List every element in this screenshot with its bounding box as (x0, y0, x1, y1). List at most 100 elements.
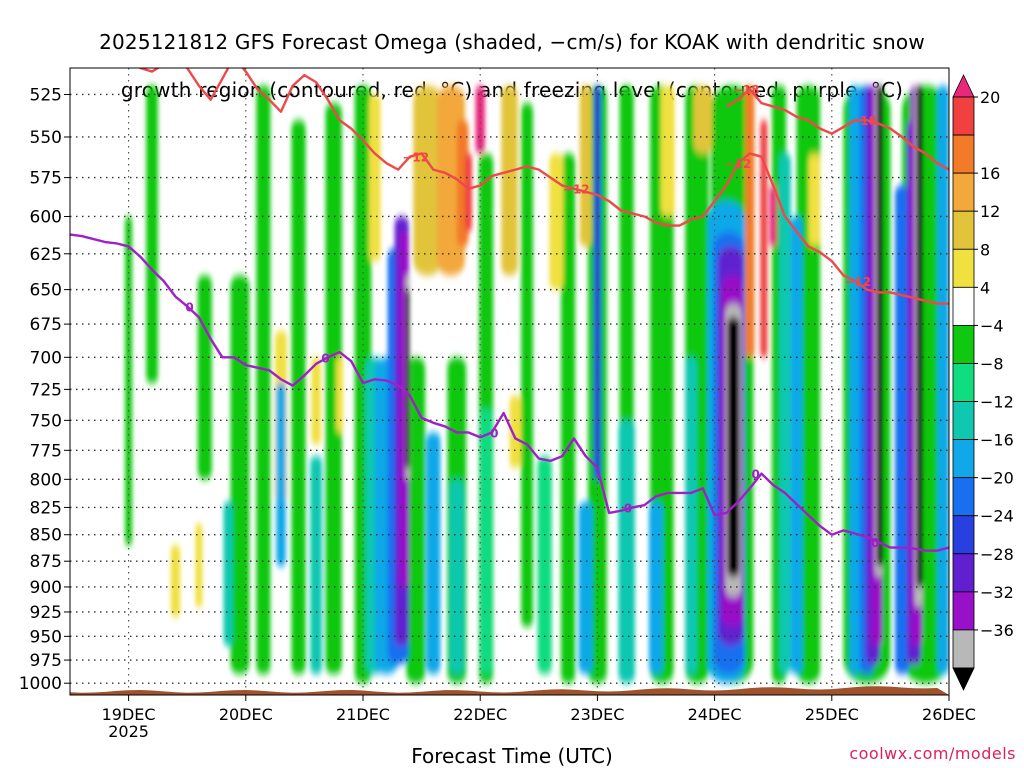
colorbar-box (952, 134, 975, 174)
y-tick-label: 925 (30, 603, 62, 623)
y-tick-label: 650 (30, 281, 62, 301)
colorbar-box (952, 553, 975, 593)
omega-field (125, 85, 949, 684)
omega-cell (876, 85, 883, 567)
colorbar-box (952, 401, 975, 440)
omega-cell (660, 85, 675, 217)
colorbar-label: −36 (980, 621, 1014, 640)
contour-label: 0 (624, 501, 632, 515)
x-tick-label: 26DEC (922, 705, 976, 724)
y-tick-label: 900 (30, 578, 62, 598)
omega-cell (521, 103, 533, 627)
y-tick-label: 625 (30, 245, 62, 265)
omega-cell (648, 501, 664, 675)
colorbar: 20 16 12 8 4 −4 −8 −12 −16 −20 −24 −28 −32 −36 (952, 74, 1014, 691)
omega-cell (256, 85, 271, 675)
omega-cell (760, 120, 768, 358)
contour-label: 0 (751, 468, 759, 482)
x-tick-label: 20DEC (219, 705, 273, 724)
omega-cell (426, 432, 441, 675)
x-tick-label: 19DEC (102, 705, 156, 724)
contour-label: −12 (725, 157, 752, 171)
omega-cell (195, 523, 203, 608)
colorbar-box (952, 477, 975, 517)
colorbar-label: 12 (980, 202, 1000, 221)
omega-cell (413, 85, 442, 276)
plot-frame (69, 67, 950, 696)
colorbar-box (952, 363, 975, 402)
contour-line (70, 233, 949, 552)
x-axis: 19DEC 20DEC 21DEC 22DEC 23DEC 24DEC 25DEC 26DEC… (102, 695, 976, 741)
y-tick-label: 550 (30, 128, 62, 148)
colorbar-top-arrow (952, 74, 975, 98)
omega-shading (125, 85, 949, 684)
colorbar-box (952, 439, 975, 479)
colorbar-bottom-arrow (952, 667, 975, 691)
contour-label: 0 (185, 300, 193, 314)
contour-label: −18 (850, 114, 877, 128)
omega-cell (480, 408, 492, 675)
omega-cell (291, 120, 306, 675)
omega-cell (808, 153, 821, 247)
omega-cell (464, 153, 472, 232)
omega-cell (561, 153, 576, 684)
omega-cell (223, 501, 233, 646)
y-tick-label: 750 (30, 411, 62, 431)
y-tick-label: 825 (30, 498, 62, 518)
omega-cell (916, 85, 923, 587)
colorbar-box (952, 248, 975, 288)
contour-label: −18 (733, 83, 760, 97)
omega-cell (170, 545, 181, 617)
omega-cell (549, 153, 564, 290)
colorbar-label: −32 (980, 583, 1014, 602)
terrain-fill (70, 686, 949, 695)
omega-cell (276, 383, 286, 567)
omega-cell (405, 289, 410, 468)
chart-title: 2025121812 GFS Forecast Omega (shaded, −… (0, 6, 1024, 126)
contour-label: −12 (844, 275, 871, 289)
omega-cell (849, 85, 862, 675)
y-tick-label: 1000 (19, 674, 62, 694)
omega-cell (146, 85, 158, 384)
contour-label: −12 (563, 183, 590, 197)
y-axis: 525 550 575 600 625 650 675 700 725 750 775 800 825 8… (19, 85, 70, 694)
colorbar-box (952, 172, 975, 212)
y-tick-label: 775 (30, 441, 62, 461)
omega-cell (475, 85, 485, 154)
x-year-label: 2025 (108, 722, 149, 741)
x-tick-label: 22DEC (453, 705, 507, 724)
colorbar-label: −8 (980, 354, 1004, 373)
credit-label: coolwx.com/models (849, 744, 1016, 763)
omega-cell (406, 357, 426, 684)
omega-cell (779, 153, 791, 675)
colorbar-label: −28 (980, 545, 1014, 564)
omega-cell (509, 395, 522, 468)
colorbar-label: −24 (980, 507, 1014, 526)
y-tick-label: 800 (30, 470, 62, 490)
y-tick-label: 525 (30, 85, 62, 105)
omega-cell (368, 94, 381, 262)
x-tick-label: 24DEC (688, 705, 742, 724)
colorbar-box (952, 210, 975, 250)
colorbar-label: 4 (980, 278, 990, 297)
colorbar-box (952, 515, 975, 555)
contour-line (138, 68, 949, 305)
colorbar-box (952, 629, 975, 669)
y-tick-label: 975 (30, 651, 62, 671)
omega-cell (618, 420, 635, 684)
colorbar-label: 8 (980, 240, 990, 259)
colorbar-box (952, 591, 975, 631)
x-axis-title: Forecast Time (UTC) (411, 744, 613, 768)
colorbar-label: 16 (980, 164, 1000, 183)
colorbar-label: −12 (980, 393, 1014, 412)
omega-cell (685, 357, 698, 675)
omega-cell (537, 456, 552, 675)
omega-cell (895, 185, 910, 675)
terrain (70, 686, 949, 695)
y-tick-label: 875 (30, 552, 62, 572)
omega-cell (579, 85, 592, 247)
omega-cell (449, 479, 464, 675)
y-tick-label: 700 (30, 348, 62, 368)
omega-cell (937, 85, 949, 675)
